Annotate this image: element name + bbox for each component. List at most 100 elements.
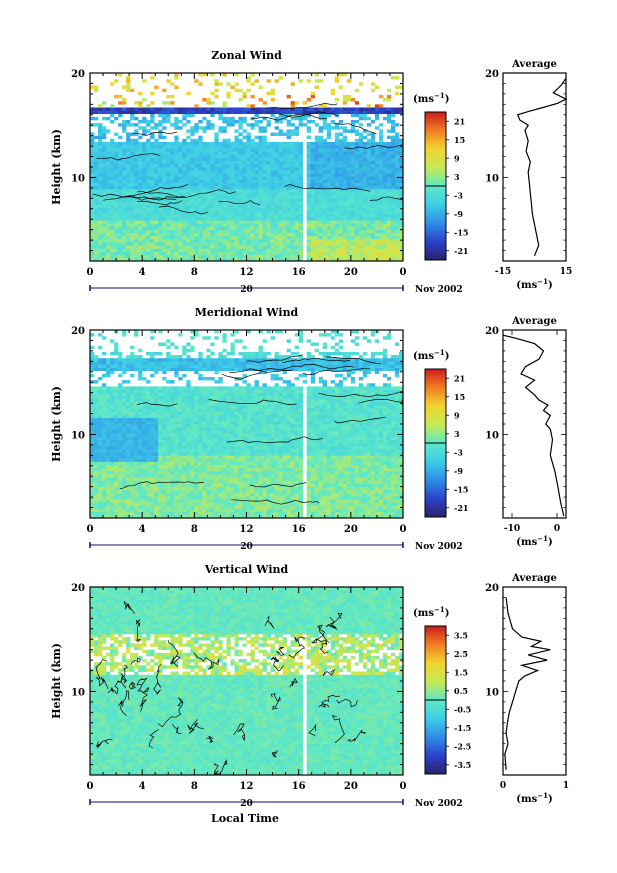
profile-title: Average [511,573,557,584]
x-tick-label: 12 [240,524,254,535]
y-axis-label: Height (km) [50,386,63,462]
profile-x-tick-label: 0 [554,524,560,534]
profile-title: Average [511,316,557,327]
x-tick-label: 4 [139,524,146,535]
profile-x-tick-label: 1 [563,781,569,791]
colorbar-tick-label: -0.5 [454,704,471,714]
y-axis-label: Height (km) [50,129,63,205]
colorbar: (ms−1) 21 15 9 3 -3 -9 -15 -21 [413,348,468,518]
x-tick-label: 0 [400,524,407,535]
colorbar-tick-label: 9 [454,153,460,163]
profile-unit: (ms−1) [516,534,552,548]
colorbar-tick-label: 9 [454,410,460,420]
x-axis-title: Local Time [211,812,279,825]
y-tick-label: 20 [71,69,85,80]
profile-y-tick-label: 10 [485,687,499,698]
y-tick-label: 20 [71,326,85,337]
x-tick-label: 20 [344,267,358,278]
profile-y-tick-label: 20 [485,69,499,80]
x-tick-label: 16 [292,524,306,535]
colorbar-tick-label: 3 [454,429,460,439]
day-label: 20 [240,799,253,809]
profile-x-tick-label: -15 [495,267,511,277]
average-profile: Average 20 10 0 1 (ms−1) [485,573,569,805]
panel-0: Zonal Wind 20 10 Height (km) 0 4 8 12 16 20 0 20 Nov… [50,49,572,295]
x-tick-label: 0 [87,524,94,535]
colorbar-tick-label: 0.5 [454,686,468,696]
x-tick-label: 0 [87,781,94,792]
x-tick-label: 4 [139,781,146,792]
x-tick-label: 20 [344,524,358,535]
colorbar-tick-label: 1.5 [454,667,468,677]
day-label: 20 [240,542,253,552]
y-tick-label: 10 [71,687,85,698]
heatmap-cells [90,73,404,262]
x-tick-label: 8 [191,524,198,535]
colorbar-tick-label: 3 [454,172,460,182]
colorbar-tick-label: -21 [454,503,468,513]
colorbar-tick-label: 21 [454,116,465,126]
colorbar-tick-label: -3.5 [454,760,471,770]
colorbar: (ms−1) 21 15 9 3 -3 -9 -15 -21 [413,91,468,261]
colorbar-tick-label: 3.5 [454,630,468,640]
profile-y-tick-label: 10 [485,173,499,184]
colorbar-tick-label: 2.5 [454,649,468,659]
colorbar-tick-label: -2.5 [454,741,471,751]
colorbar-unit: (ms−1) [413,91,449,105]
contour-lines [92,103,403,215]
colorbar-tick-label: -21 [454,246,468,256]
profile-x-tick-label: -10 [504,524,520,534]
panel-title: Zonal Wind [211,49,282,62]
x-tick-label: 12 [240,781,254,792]
x-tick-label: 16 [292,267,306,278]
profile-unit: (ms−1) [516,791,552,805]
x-tick-label: 8 [191,267,198,278]
x-tick-label: 4 [139,267,146,278]
colorbar-tick-label: -9 [454,466,463,476]
profile-line [504,597,551,770]
profile-y-tick-label: 20 [485,326,499,337]
panel-title: Vertical Wind [204,563,289,576]
colorbar: (ms−1) 3.5 2.5 1.5 0.5 -0.5 -1.5 -2.5 -3.5 [413,605,471,775]
colorbar-tick-label: 21 [454,373,465,383]
colorbar-tick-label: 15 [454,135,465,145]
colorbar-tick-label: -9 [454,209,463,219]
colorbar-tick-label: 15 [454,392,465,402]
panel-title: Meridional Wind [195,306,299,319]
heatmap-cells [90,330,404,519]
profile-x-tick-label: 15 [560,267,573,277]
profile-y-tick-label: 10 [485,430,499,441]
heatmap-cells [90,587,404,776]
profile-unit: (ms−1) [516,277,552,291]
colorbar-tick-label: -15 [454,484,468,494]
contour-lines [119,354,403,505]
day-label: 20 [240,285,253,295]
x-tick-label: 0 [400,267,407,278]
colorbar-tick-label: -1.5 [454,723,471,733]
colorbar-tick-label: -15 [454,227,468,237]
profile-title: Average [511,59,557,70]
average-profile: Average 20 10 -10 0(ms−1) [485,316,567,548]
profile-y-tick-label: 20 [485,583,499,594]
colorbar-unit: (ms−1) [413,348,449,362]
x-tick-label: 0 [400,781,407,792]
profile-x-tick-label: 0 [500,781,506,791]
y-tick-label: 10 [71,173,85,184]
average-profile: Average 20 10 -15 15 (ms−1) [485,59,572,291]
x-tick-label: 0 [87,267,94,278]
profile-line [502,334,565,517]
x-tick-label: 12 [240,267,254,278]
contour-lines [95,601,366,775]
panel-1: Meridional Wind 20 10 Height (km) 0 4 8 12 16 20 0… [50,306,567,552]
y-axis-label: Height (km) [50,643,63,719]
colorbar-tick-label: -3 [454,447,463,457]
colorbar-tick-label: -3 [454,190,463,200]
x-tick-label: 8 [191,781,198,792]
x-tick-label: 16 [292,781,306,792]
y-tick-label: 20 [71,583,85,594]
x-tick-label: 20 [344,781,358,792]
profile-line [516,77,568,257]
y-tick-label: 10 [71,430,85,441]
